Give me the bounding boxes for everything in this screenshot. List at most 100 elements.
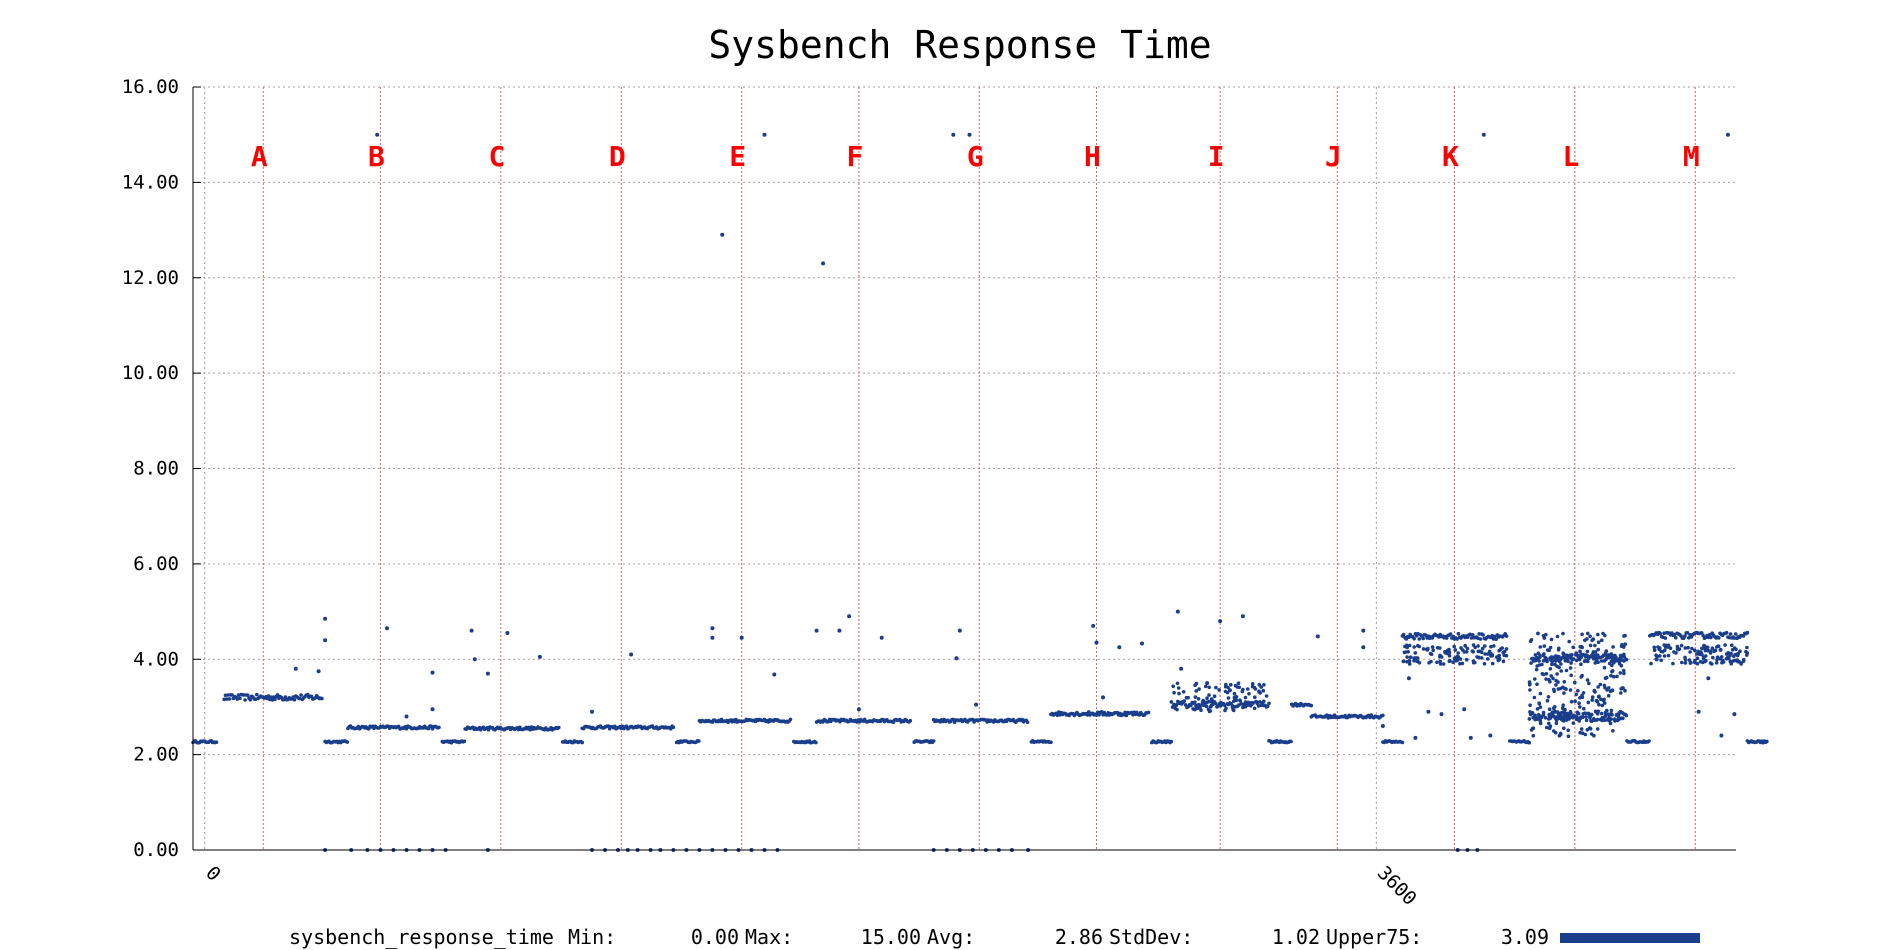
data-point	[1579, 727, 1584, 731]
data-point	[1596, 685, 1600, 689]
data-point	[1175, 707, 1179, 712]
data-point	[710, 635, 715, 640]
data-point	[557, 725, 561, 730]
data-point	[1361, 628, 1366, 633]
data-point	[1412, 636, 1416, 641]
data-point	[1226, 696, 1231, 700]
data-point	[1671, 661, 1675, 666]
data-point	[1538, 705, 1543, 709]
data-point	[1464, 650, 1469, 654]
data-point	[1406, 676, 1411, 681]
data-point	[1573, 680, 1577, 685]
data-point	[1662, 654, 1667, 658]
data-point	[1574, 692, 1578, 697]
data-point	[1611, 729, 1615, 733]
data-point	[1217, 688, 1221, 692]
data-point	[1243, 700, 1248, 704]
data-point	[1253, 695, 1257, 699]
data-point	[1207, 699, 1211, 704]
stats-max-label: Max:	[745, 925, 793, 949]
data-point	[1703, 659, 1707, 664]
data-point	[1441, 662, 1446, 666]
data-point	[1595, 717, 1600, 722]
data-point	[1597, 702, 1601, 707]
data-point	[1604, 675, 1609, 680]
data-point	[1666, 653, 1671, 658]
data-point	[1687, 658, 1692, 662]
data-point	[1584, 715, 1588, 719]
data-point	[273, 697, 277, 702]
data-point	[1181, 690, 1186, 694]
data-point	[1718, 647, 1723, 652]
data-point	[1695, 661, 1700, 666]
data-point	[1649, 661, 1653, 666]
data-point	[1665, 645, 1670, 649]
stats-series-name: sysbench_response_time	[289, 925, 554, 949]
data-point	[1261, 688, 1266, 693]
data-point	[1573, 699, 1577, 703]
data-point	[1175, 609, 1180, 614]
data-point	[1204, 704, 1209, 709]
data-point	[1407, 643, 1412, 648]
data-point	[1595, 653, 1599, 657]
data-point	[1652, 648, 1657, 652]
data-point	[1201, 700, 1205, 704]
data-point	[1412, 658, 1416, 663]
data-point	[1586, 659, 1590, 664]
data-point	[1554, 659, 1558, 663]
data-point	[1176, 686, 1181, 690]
data-point	[1455, 637, 1459, 641]
data-point	[214, 740, 219, 744]
data-point	[1289, 739, 1293, 744]
data-point	[1203, 684, 1208, 689]
data-point	[1528, 710, 1532, 714]
data-point	[1668, 646, 1673, 650]
data-point	[1719, 733, 1724, 738]
data-point	[1537, 663, 1542, 667]
data-point	[1663, 636, 1668, 640]
data-point	[1250, 684, 1255, 689]
phase-markers: A B C D E F G H I J K L M	[251, 87, 1700, 850]
data-point	[1732, 646, 1737, 650]
data-point	[1249, 702, 1254, 707]
phase-label-g: G	[967, 140, 984, 173]
data-points	[191, 132, 1769, 852]
data-point	[1380, 724, 1385, 728]
data-point	[1447, 653, 1452, 658]
data-point	[1592, 689, 1597, 693]
data-point	[316, 669, 321, 674]
data-point	[1578, 649, 1582, 654]
data-point	[1400, 740, 1405, 745]
data-point	[1428, 651, 1433, 656]
data-point	[1205, 681, 1210, 686]
data-point	[1456, 631, 1461, 636]
data-point	[1583, 711, 1587, 715]
data-point	[1602, 665, 1607, 670]
data-point	[1476, 644, 1480, 648]
data-point	[1086, 710, 1091, 714]
data-point	[1679, 643, 1684, 648]
stats-upper75-label: Upper75:	[1326, 925, 1422, 949]
data-point	[1620, 711, 1625, 715]
data-point	[1745, 645, 1749, 650]
data-point	[1587, 681, 1591, 686]
phase-label-a: A	[251, 140, 268, 173]
data-point	[1025, 720, 1030, 724]
data-point	[1559, 662, 1563, 666]
data-point	[1462, 707, 1467, 712]
data-point	[1536, 631, 1540, 636]
data-point	[1600, 715, 1605, 720]
data-point	[1609, 708, 1614, 713]
data-point	[1690, 646, 1694, 651]
data-point	[1541, 653, 1546, 658]
data-point	[1596, 632, 1600, 637]
data-point	[1655, 654, 1659, 659]
data-point	[1546, 695, 1551, 699]
data-point	[1528, 703, 1532, 707]
data-point	[1702, 646, 1707, 650]
data-point	[1714, 661, 1719, 665]
data-point	[1555, 672, 1559, 676]
data-point	[1614, 656, 1618, 661]
y-tick-label: 10.00	[122, 362, 179, 384]
data-point	[1085, 713, 1090, 717]
